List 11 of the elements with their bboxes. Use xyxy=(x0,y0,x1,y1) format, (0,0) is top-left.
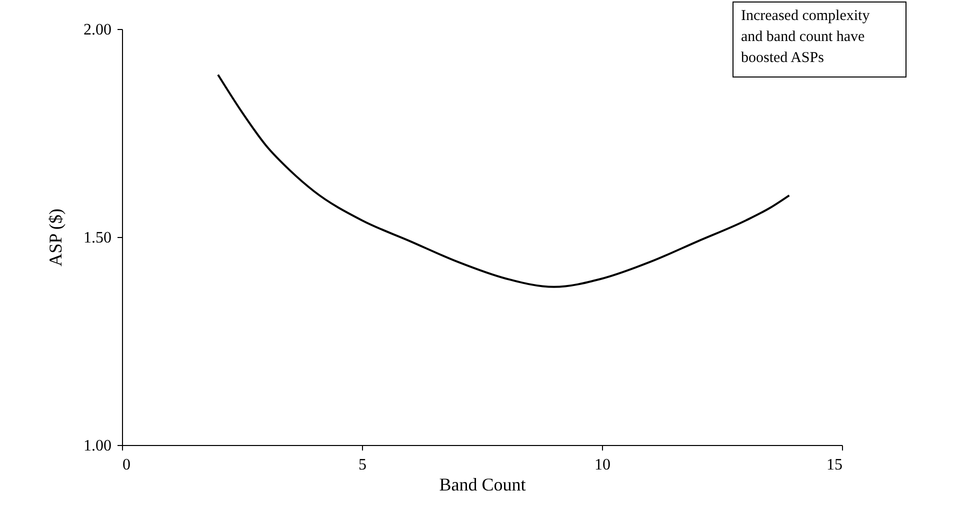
x-tick-label: 10 xyxy=(594,456,610,474)
x-tick-label: 0 xyxy=(122,456,130,474)
y-tick-label: 1.00 xyxy=(84,438,112,454)
y-tick-label: 1.50 xyxy=(84,230,112,246)
y-tick-label: 2.00 xyxy=(84,22,112,38)
x-tick-label: 5 xyxy=(358,456,366,474)
annotation: Increased complexity and band count have boosted ASPs xyxy=(741,8,870,66)
line-series xyxy=(217,74,790,288)
x-tick-label: 15 xyxy=(826,456,842,474)
x-axis-title: Band Count xyxy=(439,474,526,494)
y-axis-title: ASP ($) xyxy=(46,208,66,266)
